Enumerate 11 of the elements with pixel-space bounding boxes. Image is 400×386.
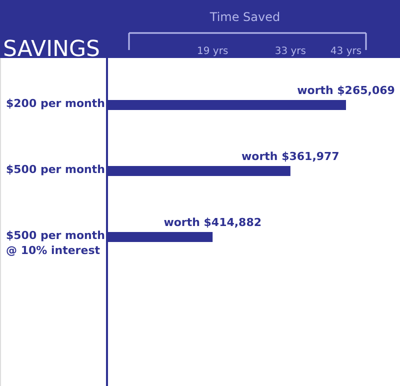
y-tick-label: $500 per month	[6, 163, 105, 176]
data-label: worth $414,882	[164, 216, 262, 229]
y-tick-label: $500 per month @ 10% interest	[6, 229, 105, 257]
y-tick-label: $200 per month	[6, 97, 105, 110]
data-label: worth $265,069	[297, 84, 395, 97]
x-tick-label: 33 yrs	[274, 46, 306, 57]
x-tick-label: 19 yrs	[197, 46, 228, 57]
x-tick-label: 43 yrs	[330, 46, 362, 57]
chart-title: SAVINGS	[3, 37, 100, 62]
x-axis-title: Time Saved	[208, 10, 280, 24]
data-label: worth $361,977	[242, 150, 340, 163]
